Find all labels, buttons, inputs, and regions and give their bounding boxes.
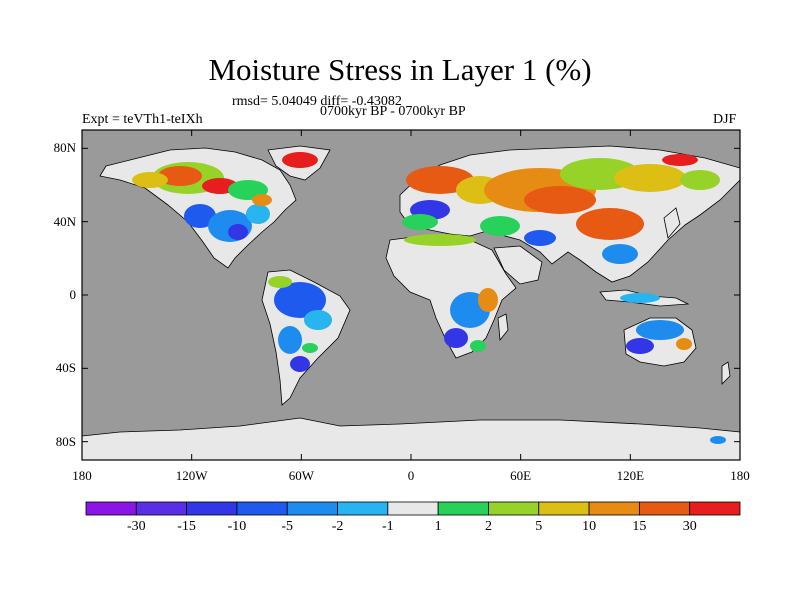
colorbar-swatch (337, 501, 389, 516)
y-tick-label: 80S (55, 433, 76, 449)
colorbar-label: 2 (484, 519, 492, 534)
colorbar-swatch (538, 501, 590, 516)
colorbar-swatch (437, 501, 489, 516)
colorbar-swatch (638, 501, 691, 516)
field-patch (268, 276, 292, 288)
stats-line: rmsd= 5.04049 diff= -0.43082 (232, 94, 402, 109)
land-arabia (493, 245, 543, 285)
field-patch (444, 328, 468, 348)
x-tick-label: 60E (510, 468, 532, 483)
colorbar-swatch (488, 501, 540, 516)
field-patch (602, 244, 638, 264)
x-tick-label: 180 (72, 468, 92, 483)
field-patch (402, 214, 438, 230)
field-patch (478, 288, 498, 312)
colorbar-label: -5 (281, 519, 294, 534)
field-patch (626, 338, 654, 354)
colorbar-swatch (588, 501, 640, 516)
field-patch (576, 208, 644, 240)
field-patch (620, 293, 660, 303)
colorbar-swatch (236, 501, 288, 516)
colorbar-label: -15 (177, 519, 196, 534)
colorbar-label: 10 (582, 519, 597, 534)
field-patch (676, 338, 692, 350)
moisture-field (132, 152, 726, 444)
field-patch (132, 172, 168, 188)
field-patch (304, 310, 332, 330)
colorbar-swatch (286, 501, 338, 516)
land-japan (663, 207, 681, 239)
map-title: Moisture Stress in Layer 1 (%) (208, 52, 592, 87)
season-label: DJF (713, 112, 737, 127)
field-patch (246, 204, 270, 224)
x-tick-label: 120E (616, 468, 645, 483)
colorbar-swatch (387, 501, 439, 516)
field-patch (184, 204, 216, 228)
x-tick-label: 60W (288, 468, 314, 483)
colorbar-label: -1 (382, 519, 394, 534)
land-new-zealand (721, 361, 731, 385)
field-patch (252, 194, 272, 206)
field-patch (290, 356, 310, 372)
field-patch (274, 282, 326, 318)
field-patch (614, 164, 686, 192)
field-patch (404, 234, 476, 246)
colorbar-swatch (689, 501, 741, 516)
x-tick-label: 180 (730, 468, 750, 483)
experiment-label: Expt = teVTh1-teIXh (82, 112, 203, 127)
y-tick-label: 40N (53, 213, 76, 229)
x-tick-label: 120W (175, 468, 208, 483)
field-patch (710, 436, 726, 444)
y-tick-label: 0 (69, 287, 77, 302)
field-patch (302, 343, 318, 353)
axis-ticks (81, 130, 741, 460)
field-patch (480, 216, 520, 236)
colorbar-label: 30 (682, 519, 697, 534)
colorbar-label: 15 (632, 519, 647, 534)
colorbar-label: 5 (535, 519, 543, 534)
field-patch (680, 170, 720, 190)
colorbar (85, 501, 741, 516)
field-patch (524, 230, 556, 246)
land-madagascar (497, 313, 509, 342)
period-label: 0700kyr BP - 0700kyr BP (320, 104, 466, 119)
y-tick-label: 40S (55, 360, 76, 376)
colorbar-swatch (135, 501, 188, 516)
x-tick-label: 0 (407, 468, 415, 483)
colorbar-swatch (186, 501, 238, 516)
map-plot-area (81, 129, 741, 461)
y-tick-label: 80N (53, 140, 76, 156)
colorbar-label: -2 (331, 519, 344, 534)
colorbar-swatch (85, 501, 137, 516)
field-patch (158, 166, 202, 186)
field-patch (662, 154, 698, 166)
field-patch (278, 326, 302, 354)
field-patch (228, 224, 248, 240)
colorbar-label: -30 (126, 519, 146, 534)
field-patch (282, 152, 318, 168)
field-patch (524, 186, 596, 214)
colorbar-label: 1 (434, 519, 442, 534)
colorbar-label: -10 (227, 519, 247, 534)
field-patch (470, 340, 486, 352)
field-patch (636, 320, 684, 340)
